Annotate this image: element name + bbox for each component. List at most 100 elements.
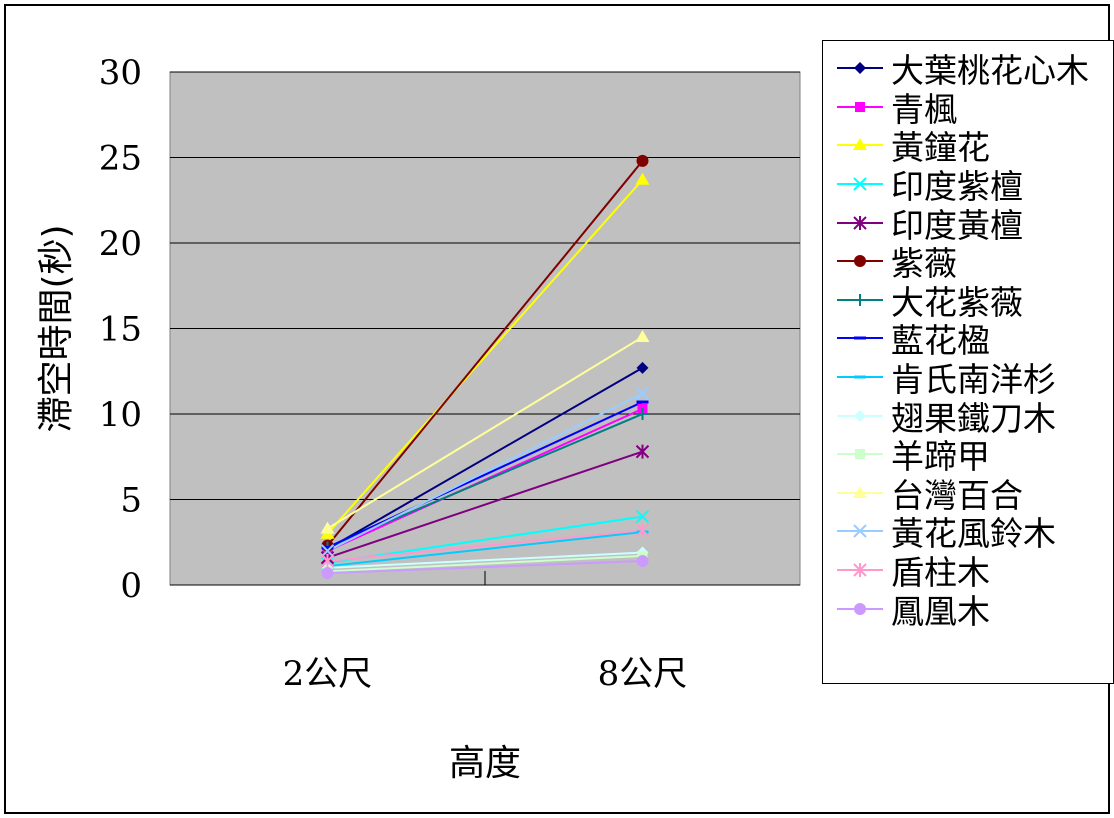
x-tick-labels: 2公尺 8公尺 xyxy=(283,654,688,694)
legend-label: 大花紫薇 xyxy=(891,282,1023,322)
legend-swatch xyxy=(837,485,883,498)
x-axis-title: 高度 xyxy=(449,743,521,784)
data-point xyxy=(635,172,650,185)
legend-label: 台灣百合 xyxy=(891,475,1023,515)
legend-swatch xyxy=(837,255,883,268)
y-tick-labels: 0 5 10 15 20 25 30 xyxy=(99,53,142,606)
data-point xyxy=(320,544,335,558)
series-line xyxy=(327,366,643,550)
data-point xyxy=(635,444,650,459)
y-tick-label: 0 xyxy=(120,566,142,606)
legend-marker xyxy=(854,62,866,75)
data-point xyxy=(636,555,649,568)
legend-marker xyxy=(853,177,867,191)
legend-label: 鳳凰木 xyxy=(891,591,990,631)
legend-swatch xyxy=(837,409,883,422)
legend-swatch xyxy=(837,449,883,460)
series-line xyxy=(326,336,644,530)
legend-label: 青楓 xyxy=(891,89,957,129)
legend-label: 盾柱木 xyxy=(891,553,990,593)
legend-marker xyxy=(853,485,867,498)
series-line xyxy=(327,401,643,549)
data-point xyxy=(636,361,649,374)
y-tick-label: 30 xyxy=(99,53,142,93)
legend-marker xyxy=(854,255,866,268)
legend-label: 紫薇 xyxy=(891,244,957,284)
legend-swatch xyxy=(837,524,883,539)
legend-marker xyxy=(854,293,866,306)
data-point xyxy=(321,567,334,580)
gridlines xyxy=(170,71,800,586)
series-line xyxy=(326,160,644,547)
series-line xyxy=(327,392,643,552)
legend-label: 大葉桃花心木 xyxy=(891,51,1089,91)
chart-area: 0 5 10 15 20 25 30 2公尺 8公尺 高度 滯空時間(秒) xyxy=(36,53,801,784)
data-point xyxy=(635,509,650,524)
series-markers xyxy=(320,154,650,580)
legend-label: 印度黃檀 xyxy=(891,205,1023,245)
legend-item: 藍花楹 xyxy=(823,319,1113,360)
legend: 大葉桃花心木 青楓 黃鐘花 印度紫檀 印度黃檀 紫薇 大花紫薇 藍花楹 肯氏南洋杉 翅果鐵刀木 羊蹄… xyxy=(822,40,1114,684)
legend-label: 羊蹄甲 xyxy=(891,437,990,477)
data-point xyxy=(636,408,649,420)
series-line xyxy=(327,554,643,573)
series-line xyxy=(327,551,643,569)
series-line xyxy=(327,529,643,563)
legend-label: 藍花楹 xyxy=(891,321,990,361)
legend-marker xyxy=(855,449,865,460)
legend-item: 紫薇 xyxy=(823,242,1113,283)
legend-item: 鳳凰木 xyxy=(823,589,1113,631)
y-tick-label: 25 xyxy=(99,139,142,179)
legend-label: 印度紫檀 xyxy=(891,167,1023,207)
legend-marker xyxy=(854,336,866,340)
series-line xyxy=(327,560,643,575)
legend-swatch xyxy=(837,293,883,306)
legend-swatch xyxy=(837,602,883,615)
data-point xyxy=(635,386,650,401)
legend-item: 台灣百合 xyxy=(823,474,1113,515)
series-lines xyxy=(326,160,644,575)
y-tick-label: 15 xyxy=(99,310,142,350)
legend-label: 黃花風鈴木 xyxy=(891,514,1056,554)
legend-marker xyxy=(854,602,866,615)
legend-item: 黃花風鈴木 xyxy=(823,512,1113,553)
legend-item: 青楓 xyxy=(823,88,1113,129)
x-tick-label: 2公尺 xyxy=(283,654,373,694)
legend-label: 黃鐘花 xyxy=(891,128,990,168)
data-point xyxy=(321,545,334,549)
x-tick-label: 8公尺 xyxy=(598,654,688,694)
legend-swatch xyxy=(837,375,883,379)
legend-label: 肯氏南洋杉 xyxy=(891,360,1056,400)
legend-marker xyxy=(854,409,866,422)
legend-marker xyxy=(853,138,867,151)
legend-item: 印度紫檀 xyxy=(823,165,1113,206)
legend-item: 肯氏南洋杉 xyxy=(823,358,1113,399)
y-tick-label: 5 xyxy=(120,481,142,521)
legend-item: 羊蹄甲 xyxy=(823,435,1113,476)
legend-item: 印度黃檀 xyxy=(823,203,1113,245)
legend-item: 大葉桃花心木 xyxy=(823,49,1113,90)
legend-swatch xyxy=(837,62,883,75)
data-point xyxy=(635,523,650,538)
data-point xyxy=(320,554,335,569)
legend-swatch xyxy=(837,138,883,151)
series-line xyxy=(327,450,643,559)
legend-swatch xyxy=(837,177,883,191)
legend-swatch xyxy=(837,215,883,230)
series-line xyxy=(327,530,643,568)
legend-swatch xyxy=(837,101,883,112)
legend-marker xyxy=(855,101,865,112)
y-tick-label: 10 xyxy=(99,395,142,435)
legend-marker xyxy=(854,375,866,379)
y-tick-label: 20 xyxy=(99,224,142,264)
legend-label: 翅果鐵刀木 xyxy=(891,398,1056,438)
legend-marker xyxy=(853,524,867,539)
data-point xyxy=(320,521,335,534)
legend-marker xyxy=(853,215,867,230)
series-line xyxy=(326,179,644,535)
legend-swatch xyxy=(837,336,883,340)
legend-item: 大花紫薇 xyxy=(823,281,1113,322)
y-axis-title: 滯空時間(秒) xyxy=(36,224,77,432)
legend-item: 盾柱木 xyxy=(823,551,1113,592)
legend-item: 黃鐘花 xyxy=(823,126,1113,167)
